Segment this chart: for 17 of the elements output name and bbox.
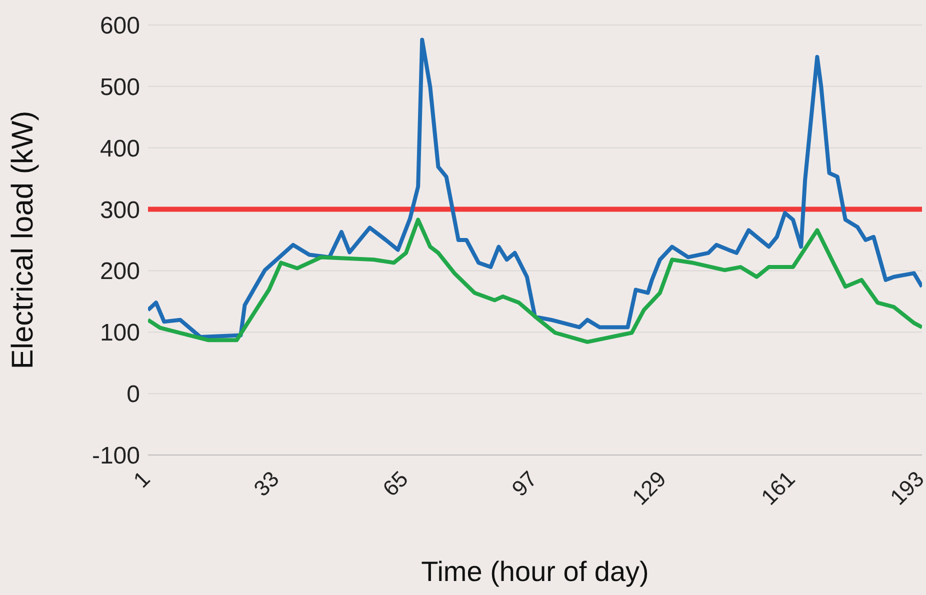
y-tick-label: 100: [100, 320, 140, 347]
y-tick-label: 0: [126, 381, 140, 408]
x-tick-label: 65: [378, 466, 413, 502]
y-tick-label: 300: [100, 196, 140, 224]
y-tick-label: 400: [100, 135, 140, 162]
y-tick-label: 600: [100, 12, 140, 40]
line-series: [148, 38, 922, 340]
y-tick-label: 200: [100, 258, 140, 286]
y-tick-label: 500: [100, 74, 140, 101]
x-tick-label: 193: [885, 466, 926, 510]
x-tick-label: 33: [248, 466, 284, 502]
x-tick-label: 161: [756, 466, 800, 510]
x-axis-title: Time (hour of day): [421, 556, 649, 587]
x-tick-label: 97: [506, 466, 542, 502]
x-tick-label: 129: [627, 466, 671, 510]
line-series: [148, 218, 922, 344]
y-axis-title: Electrical load (kW): [6, 110, 40, 370]
